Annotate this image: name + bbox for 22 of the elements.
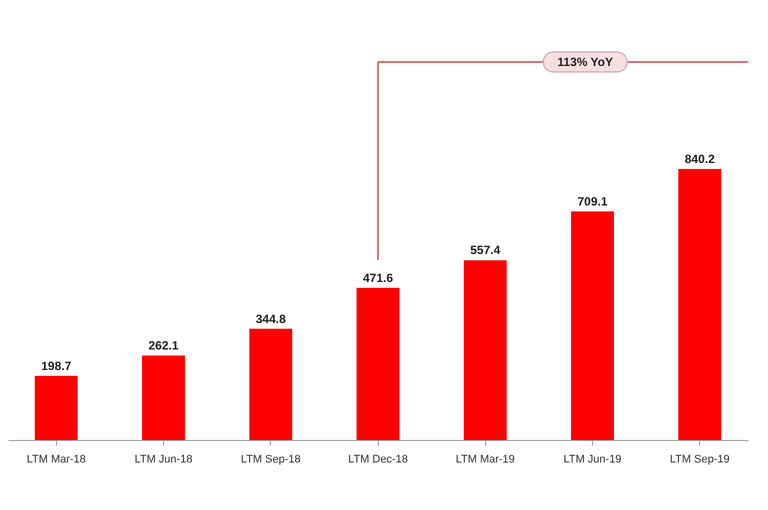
- data-label: 709.1: [577, 194, 608, 208]
- x-tick-label: LTM Sep-19: [670, 454, 730, 466]
- bar: [356, 288, 400, 440]
- bar: [464, 260, 507, 440]
- x-tick-label: LTM Jun-19: [564, 454, 622, 466]
- text: 113% YoY: [557, 55, 613, 69]
- data-label: 262.1: [148, 338, 179, 352]
- bar: [34, 376, 78, 440]
- x-tick-label: LTM Mar-19: [456, 454, 515, 466]
- bar: [142, 355, 185, 440]
- x-tick-label: LTM Dec-18: [348, 454, 408, 466]
- data-label: 198.7: [41, 358, 72, 373]
- data-label: 344.8: [256, 312, 286, 326]
- x-tick-label: LTM Mar-18: [26, 454, 86, 466]
- bar: [571, 211, 614, 440]
- data-label: 840.2: [684, 152, 716, 166]
- bar: [249, 328, 292, 440]
- x-tick-label: LTM Jun-18: [134, 454, 192, 466]
- bar: [678, 169, 722, 440]
- x-tick-label: LTM Sep-18: [240, 454, 301, 466]
- data-label: 557.4: [470, 243, 501, 258]
- data-label: 471.6: [362, 270, 394, 285]
